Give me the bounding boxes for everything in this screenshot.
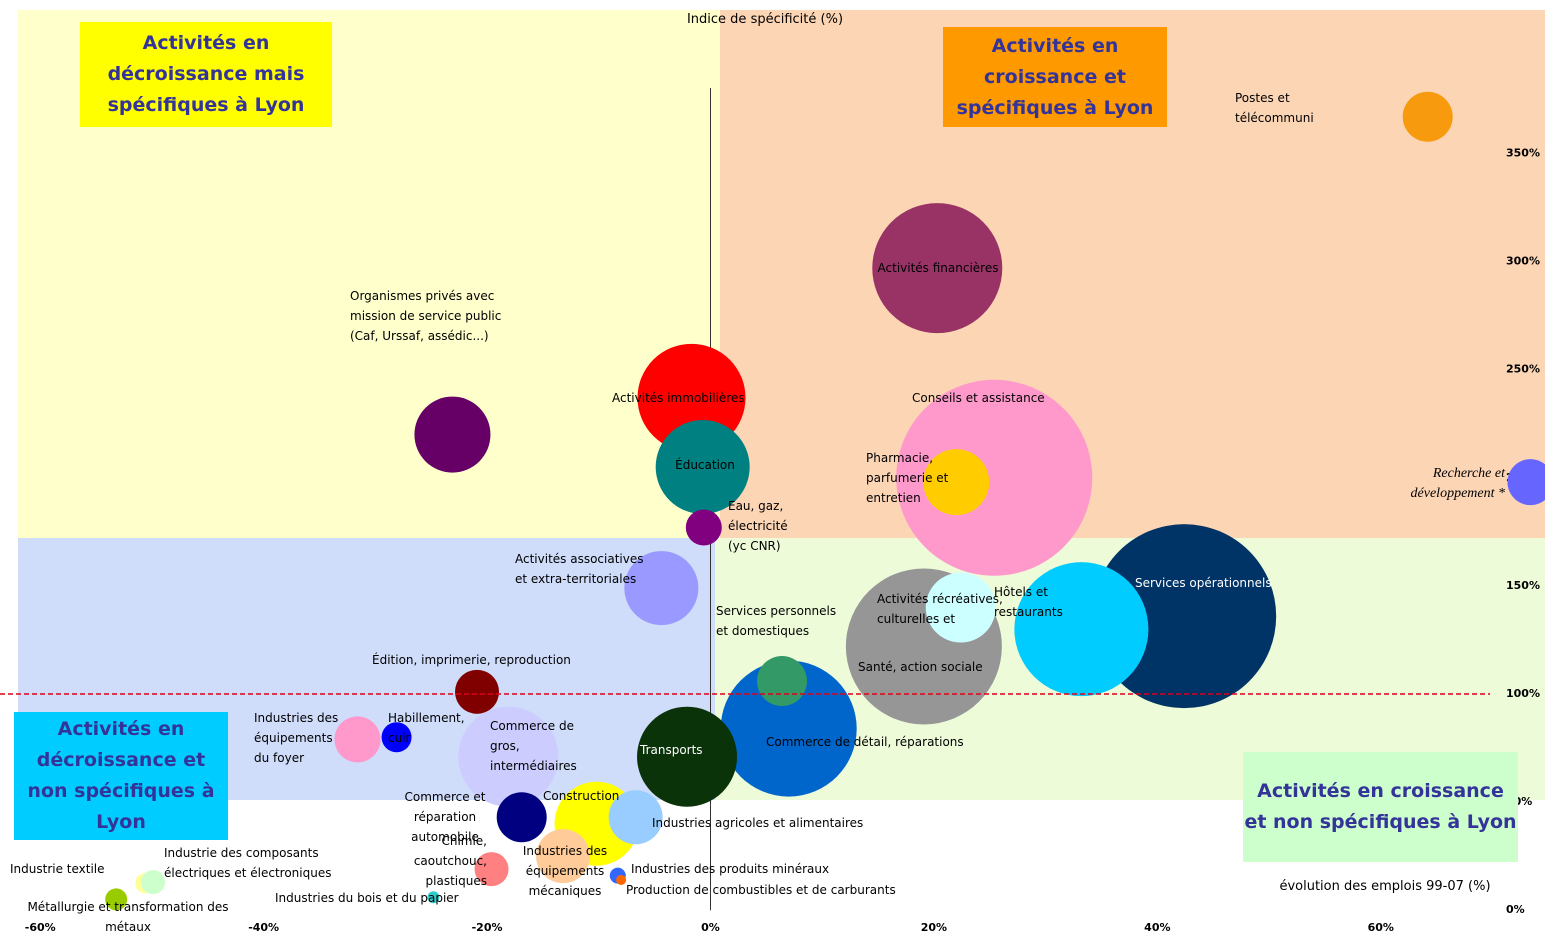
bubble (1014, 562, 1149, 697)
bubble-label: Industries des produits minéraux (631, 862, 830, 876)
bubble-label: Métallurgie et transformation des métaux (27, 900, 229, 934)
bubble-label: Postes et télécommuni (1235, 91, 1314, 125)
x-axis-label: évolution des emplois 99-07 (%) (1279, 879, 1491, 894)
y-tick-label: 150% (1506, 579, 1540, 592)
x-tick-label: -20% (472, 921, 503, 934)
bubble (637, 706, 738, 807)
bubble-label: Pharmacie, parfumerie et entretien (866, 451, 949, 505)
bubble-label: Conseils et assistance (912, 391, 1045, 405)
bubbles (0, 91, 1545, 911)
bubble (458, 706, 559, 807)
bubble (608, 790, 663, 845)
bubble-label: Activités immobilières (612, 391, 745, 405)
bubble (685, 509, 722, 546)
bubble (496, 792, 547, 843)
bubble-label: Services opérationnels (1135, 576, 1272, 590)
bubble-label: Industries agricoles et alimentaires (652, 816, 864, 830)
bubble (427, 891, 440, 904)
bubble-label: Industries des équipements du foyer (254, 711, 339, 765)
x-tick-label: 40% (1144, 921, 1170, 934)
bubble (381, 722, 412, 753)
bubble (923, 449, 990, 516)
bubble (756, 656, 807, 707)
bubble-label: Industries des équipements mécaniques (522, 844, 608, 898)
x-tick-label: -40% (248, 921, 279, 934)
bubble-label: Industrie des composants électriques et … (164, 846, 332, 880)
x-tick-label: -60% (25, 921, 56, 934)
quadrant-label: Activités en décroissance mais spécifiqu… (80, 22, 332, 127)
bubble (872, 203, 1003, 334)
bubble (455, 669, 500, 714)
bubble (105, 888, 128, 911)
bubble-label: Édition, imprimerie, reproduction (372, 653, 571, 667)
bubble (896, 379, 1093, 576)
x-tick-label: 0% (701, 921, 720, 934)
x-tick-label: 20% (921, 921, 947, 934)
y-tick-label: 300% (1506, 255, 1540, 268)
bubble-label: Chimie, caoutchouc, plastiques (413, 834, 487, 888)
bubble (536, 829, 591, 884)
bubble-label: Éducation (675, 458, 735, 472)
quadrant-label: Activités en décroissance et non spécifi… (14, 712, 228, 840)
bubble-label: Activités récréatives, culturelles et (877, 592, 1003, 626)
bubble-label: Habillement, cuir (388, 711, 465, 745)
quadrant-label: Activités en croissance et non spécifiqu… (1243, 752, 1518, 862)
bubble-label: Commerce de détail, réparations (766, 735, 964, 749)
bubble (616, 874, 627, 885)
quadrant-label: Activités en croissance et spécifiques à… (943, 27, 1167, 127)
bubble (624, 551, 699, 626)
bubble (655, 420, 750, 514)
bubble-label: Production de combustibles et de carbura… (626, 883, 896, 897)
x-tick-label: 60% (1368, 921, 1394, 934)
bubble (474, 852, 509, 887)
bubble-label: Commerce de gros, intermédiaires (490, 719, 577, 773)
y-axis-label: Indice de spécificité (%) (686, 12, 844, 27)
bubble (1507, 459, 1545, 506)
bubble-label: Activités associatives et extra-territor… (515, 552, 644, 586)
bubble-label: Hôtels et restaurants (994, 585, 1063, 619)
bubble (1402, 91, 1453, 142)
y-tick-label: 100% (1506, 687, 1540, 700)
bubble-label: Activités financières (877, 261, 999, 275)
bubble (141, 870, 166, 895)
bubble-label: Industrie textile (10, 862, 105, 876)
bubble-label: Santé, action sociale (858, 660, 983, 674)
y-tick-label: 350% (1506, 147, 1540, 160)
bubble-label: Transports (640, 743, 703, 757)
y-tick-label: 0% (1506, 903, 1525, 916)
bubble-label: Recherche et développement * (1410, 466, 1505, 501)
bubble (414, 396, 491, 473)
bubble-label: Organismes privés avec mission de servic… (350, 289, 502, 343)
y-tick-label: 250% (1506, 363, 1540, 376)
bubble (925, 572, 996, 643)
bubble (334, 716, 381, 763)
bubble-label: Industries du bois et du papier (275, 891, 459, 905)
bubble-label: Commerce et réparation automobile (404, 790, 486, 844)
bubble-label: Services personnels et domestiques (716, 604, 837, 638)
bubble-label: Construction (543, 789, 620, 803)
bubble-label: Eau, gaz, électricité (yc CNR) (728, 499, 788, 553)
